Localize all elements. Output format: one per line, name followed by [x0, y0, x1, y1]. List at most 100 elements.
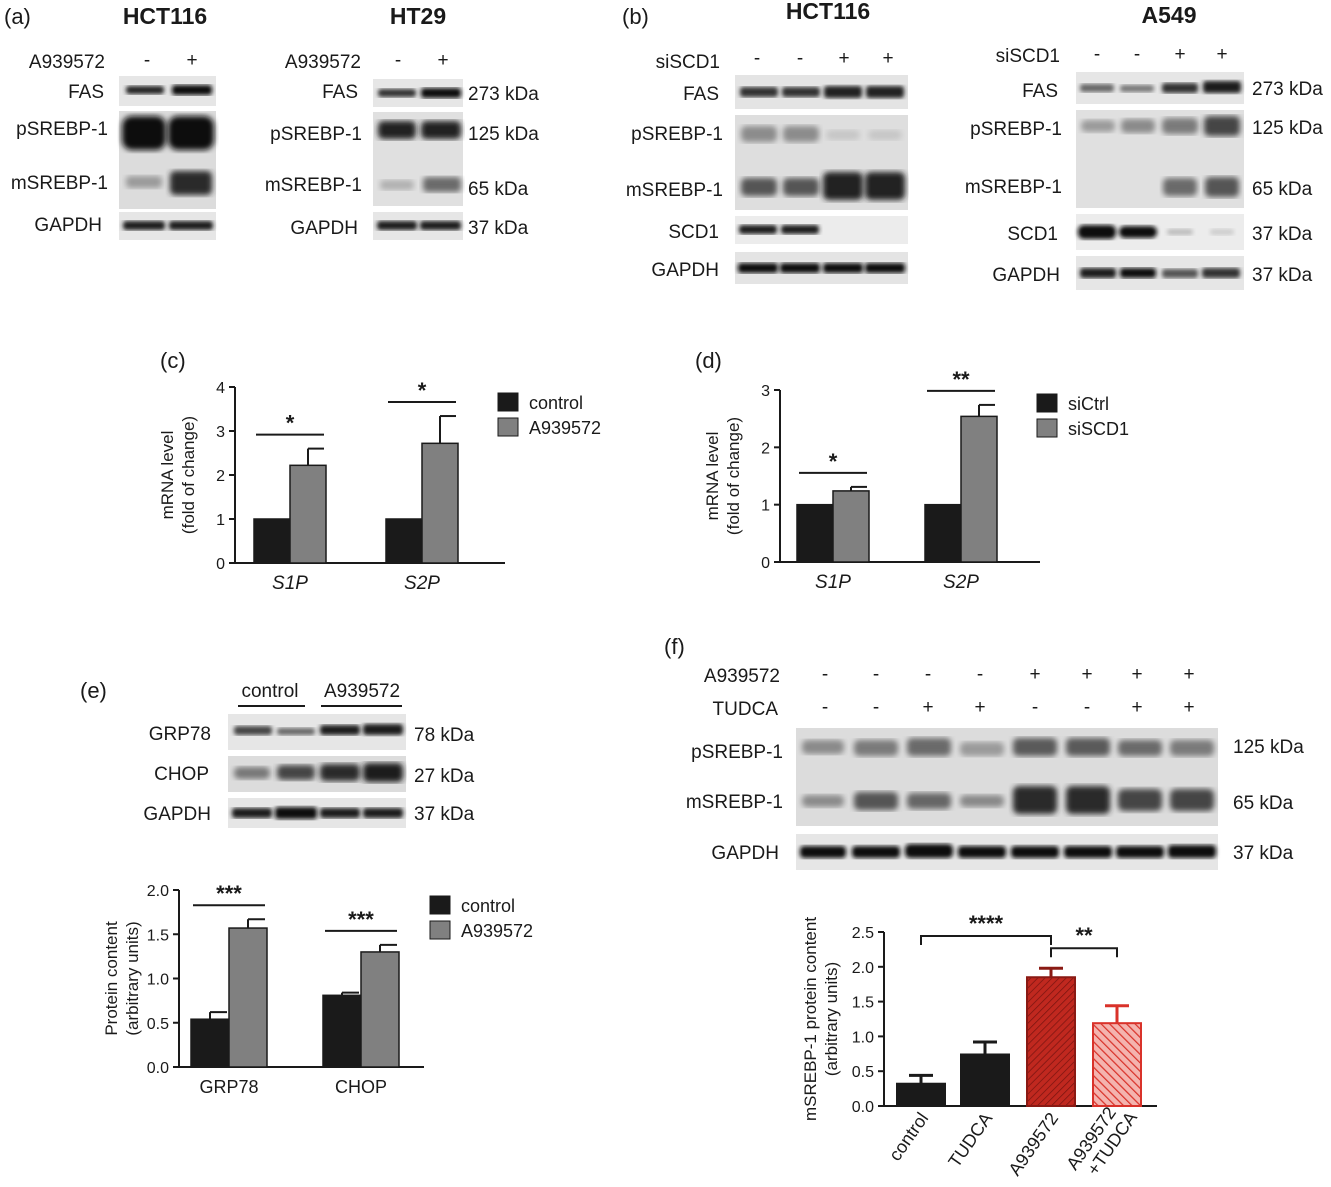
- kda-e-3: 37 kDa: [414, 804, 475, 825]
- significance-marker: **: [1075, 923, 1093, 948]
- significance-marker: *: [418, 378, 427, 403]
- lane-f-tudca-6: -: [1084, 697, 1090, 718]
- legend-swatch-a939572: [429, 920, 451, 940]
- row-b-right-psrebp1: pSREBP-1: [970, 119, 1062, 140]
- lane-f-a939572-2: -: [873, 664, 879, 685]
- legend-label-siscd1: siSCD1: [1068, 419, 1129, 439]
- x-tick-label-s1p: S1P: [272, 573, 308, 594]
- legend-swatch-control: [429, 895, 451, 915]
- lane-f-tudca-2: -: [873, 697, 879, 718]
- significance-marker: ***: [348, 907, 374, 932]
- lane-f-tudca-8: +: [1183, 697, 1194, 718]
- y-tick-label: 0.0: [852, 1099, 874, 1116]
- x-tick-label-s2p: S2P: [404, 573, 440, 594]
- y-axis-title-f: mSREBP-1 protein content (arbitrary units…: [801, 917, 841, 1121]
- treatment-label-a-left: A939572: [29, 52, 105, 73]
- y-tick-label: 0.0: [147, 1060, 169, 1077]
- row-b-left-scd1: SCD1: [668, 222, 719, 243]
- cell-line-hct116-a: HCT116: [123, 3, 207, 29]
- row-b-left-fas: FAS: [683, 84, 719, 105]
- bar-d-s1p-sictrl: [796, 503, 834, 563]
- y-tick-label: 0.5: [852, 1064, 874, 1081]
- row-e-grp78: GRP78: [149, 724, 211, 745]
- lane-f-a939572-7: +: [1131, 664, 1142, 685]
- bar-c-s2p-a939572: [421, 442, 459, 564]
- group-label-control: control: [241, 681, 298, 702]
- y-tick-label: 2.0: [852, 960, 874, 977]
- y-tick-label: 1.0: [147, 972, 169, 989]
- significance-marker: *: [286, 411, 295, 436]
- y-tick-label: 0: [216, 556, 225, 573]
- kda-e-1: 78 kDa: [414, 725, 475, 746]
- row-a-left-fas: FAS: [68, 82, 104, 103]
- blot-image-e: [228, 714, 406, 828]
- lane-f-a939572-4: -: [977, 664, 983, 685]
- kda-f-2: 65 kDa: [1233, 793, 1294, 814]
- row-b-left-msrebp1: mSREBP-1: [626, 180, 723, 201]
- chart-e: 0.0 0.5 1.0 1.5 2.0 Protein content (arbitrary…: [102, 881, 533, 1097]
- row-b-left-gapdh: GAPDH: [651, 260, 719, 281]
- row-e-chop: CHOP: [154, 764, 209, 785]
- kda-b-2: 125 kDa: [1252, 118, 1323, 139]
- legend-label-a939572: A939572: [529, 418, 601, 438]
- row-b-right-gapdh: GAPDH: [992, 265, 1060, 286]
- lane-f-a939572-1: -: [822, 664, 828, 685]
- treatment-label-b-right: siSCD1: [996, 46, 1060, 67]
- lane-a-left-1: -: [144, 50, 150, 71]
- y-tick-label: 3: [216, 424, 225, 441]
- chart-f: 0.0 0.5 1.0 1.5 2.0 2.5 mSREBP-1 protein conte…: [801, 911, 1157, 1180]
- legend-label-sictrl: siCtrl: [1068, 394, 1109, 414]
- row-a-left-msrebp1: mSREBP-1: [11, 173, 108, 194]
- y-tick-label: 1: [761, 498, 770, 515]
- lane-f-tudca-7: +: [1131, 697, 1142, 718]
- y-tick-label: 2.5: [852, 925, 874, 942]
- bar-d-s1p-siscd1: [832, 490, 870, 563]
- y-tick-label: 2: [761, 440, 770, 457]
- treatment-label-b-left: siSCD1: [656, 52, 720, 73]
- significance-marker: *: [829, 449, 838, 474]
- x-tick-label-chop: CHOP: [335, 1077, 387, 1097]
- significance-marker: **: [952, 367, 970, 392]
- treatment-f-a939572: A939572: [704, 666, 780, 687]
- significance-marker: ***: [216, 881, 242, 906]
- y-tick-label: 1.5: [852, 995, 874, 1012]
- legend-label-a939572: A939572: [461, 921, 533, 941]
- chart-c: 0 1 2 3 4 mRNA level (fold of change) S1P * S2P * c…: [158, 378, 601, 594]
- lane-f-tudca-1: -: [822, 697, 828, 718]
- lane-b-left-4: +: [882, 48, 893, 69]
- bar-e-grp78-control: [190, 1018, 230, 1068]
- y-tick-label: 1: [216, 512, 225, 529]
- kda-a-4: 37 kDa: [468, 218, 529, 239]
- legend-label-control: control: [529, 393, 583, 413]
- y-axis-title-e: Protein content (arbitrary units): [102, 921, 142, 1036]
- panel-b: (b) HCT116 A549 siSCD1 - - + + siSCD1 - …: [622, 0, 1323, 290]
- lane-b-right-1: -: [1094, 44, 1100, 65]
- legend-label-control: control: [461, 896, 515, 916]
- y-tick-label: 1.5: [147, 927, 169, 944]
- row-a-left-psrebp1: pSREBP-1: [16, 119, 108, 140]
- row-f-msrebp1: mSREBP-1: [686, 792, 783, 813]
- kda-a-1: 273 kDa: [468, 84, 539, 105]
- row-a-right-gapdh: GAPDH: [290, 218, 358, 239]
- lane-b-right-3: +: [1174, 44, 1185, 65]
- lane-f-tudca-4: +: [974, 697, 985, 718]
- kda-b-1: 273 kDa: [1252, 79, 1323, 100]
- lane-f-a939572-8: +: [1183, 664, 1194, 685]
- row-a-right-psrebp1: pSREBP-1: [270, 124, 362, 145]
- bar-c-s1p-a939572: [289, 464, 327, 564]
- panel-f: (f) A939572 TUDCA - - - - + + + + - - + + - - + + pSREB…: [664, 634, 1304, 870]
- bar-f-tudca: [960, 1053, 1010, 1107]
- kda-b-4: 37 kDa: [1252, 224, 1313, 245]
- y-tick-label: 0.5: [147, 1016, 169, 1033]
- lane-b-left-3: +: [838, 48, 849, 69]
- bar-c-s1p-control: [253, 518, 291, 564]
- kda-e-2: 27 kDa: [414, 766, 475, 787]
- lane-f-tudca-5: -: [1032, 697, 1038, 718]
- row-a-right-msrebp1: mSREBP-1: [265, 175, 362, 196]
- row-f-psrebp1: pSREBP-1: [691, 742, 783, 763]
- x-tick-label-f-3: A939572: [1005, 1109, 1063, 1180]
- bar-f-a939572: [1026, 976, 1076, 1107]
- bar-c-s2p-control: [385, 518, 423, 564]
- kda-b-3: 65 kDa: [1252, 179, 1313, 200]
